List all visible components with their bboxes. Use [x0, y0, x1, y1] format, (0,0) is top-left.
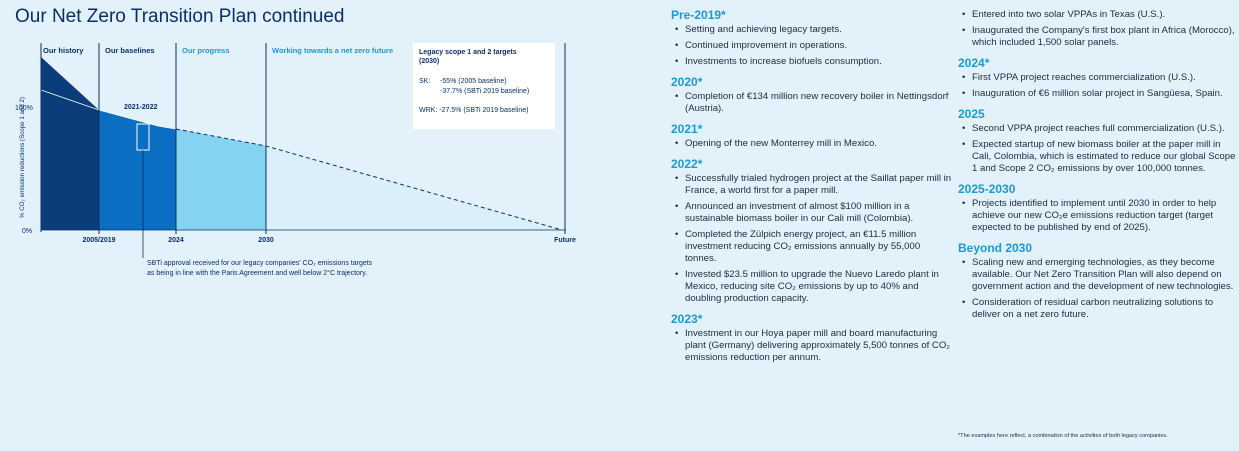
- timeline-item-list: Investment in our Hoya paper mill and bo…: [671, 328, 953, 364]
- timeline-item: Inauguration of €6 million solar project…: [958, 88, 1239, 100]
- x-tick-2005-2019: 2005/2019: [82, 237, 115, 244]
- timeline-item: First VPPA project reaches commercializa…: [958, 72, 1239, 84]
- timeline-column-right: Entered into two solar VPPAs in Texas (U…: [958, 9, 1239, 329]
- timeline-section: 2025-2030 Projects identified to implemen…: [958, 183, 1239, 234]
- progress-area: [176, 129, 266, 230]
- targets-sk-line1: -55% (2005 baseline): [440, 78, 507, 85]
- timeline-item: Completion of €134 million new recovery …: [671, 91, 953, 115]
- timeline-item: Completed the Zülpich energy project, an…: [671, 229, 953, 265]
- timeline-item-list: Second VPPA project reaches full commerc…: [958, 123, 1239, 175]
- timeline-year-heading: 2022*: [671, 157, 703, 171]
- x-tick-future: Future: [554, 237, 576, 244]
- timeline-item: Projects identified to implement until 2…: [958, 198, 1239, 234]
- marker-label-2021-2022: 2021-2022: [124, 104, 158, 111]
- timeline-item: Opening of the new Monterrey mill in Mex…: [671, 138, 953, 150]
- baselines-area: [99, 110, 176, 230]
- timeline-item-list: Opening of the new Monterrey mill in Mex…: [671, 138, 953, 150]
- timeline-section: 2025 Second VPPA project reaches full com…: [958, 108, 1239, 175]
- timeline-section: 2024* First VPPA project reaches commerci…: [958, 57, 1239, 100]
- footnote: *The examples here reflect, a combinatio…: [958, 433, 1168, 439]
- timeline-item: Setting and achieving legacy targets.: [671, 24, 953, 36]
- timeline-item: Inaugurated the Company's first box plan…: [958, 25, 1239, 49]
- timeline-year-heading: 2020*: [671, 75, 703, 89]
- timeline-section: 2020* Completion of €134 million new reco…: [671, 76, 953, 115]
- page-title: Our Net Zero Transition Plan continued: [15, 6, 345, 27]
- timeline-year-heading: 2021*: [671, 122, 703, 136]
- timeline-item: Second VPPA project reaches full commerc…: [958, 123, 1239, 135]
- timeline-year-heading: 2024*: [958, 56, 990, 70]
- timeline-item: Investment in our Hoya paper mill and bo…: [671, 328, 953, 364]
- y-tick-100: 100%: [15, 105, 33, 112]
- timeline-item: Continued improvement in operations.: [671, 40, 953, 52]
- timeline-section: Pre-2019* Setting and achieving legacy ta…: [671, 9, 953, 68]
- timeline-item-list: Setting and achieving legacy targets. Con…: [671, 24, 953, 68]
- sbti-note: SBTi approval received for our legacy co…: [147, 260, 374, 277]
- history-trend-line: [40, 89, 177, 130]
- timeline-section: 2023* Investment in our Hoya paper mill a…: [671, 313, 953, 364]
- timeline-section: 2021* Opening of the new Monterrey mill i…: [671, 123, 953, 150]
- timeline-item: Successfully trialed hydrogen project at…: [671, 173, 953, 197]
- targets-box: Legacy scope 1 and 2 targets (2030) SK: …: [413, 43, 555, 129]
- y-axis-label: % CO₂ emission reductions (Scope 1 and 2…: [19, 97, 26, 218]
- targets-title: Legacy scope 1 and 2 targets (2030): [419, 49, 519, 65]
- x-tick-2024: 2024: [168, 237, 184, 244]
- timeline-column-left: Pre-2019* Setting and achieving legacy ta…: [671, 9, 953, 372]
- timeline-item-list: Scaling new and emerging technologies, a…: [958, 257, 1239, 321]
- phase-label-baselines: Our baselines: [105, 46, 155, 55]
- y-tick-0: 0%: [22, 228, 32, 235]
- timeline-item-list: First VPPA project reaches commercializa…: [958, 72, 1239, 100]
- phase-label-progress: Our progress: [182, 46, 230, 55]
- continued-list: Entered into two solar VPPAs in Texas (U…: [958, 9, 1239, 49]
- timeline-item: Invested $23.5 million to upgrade the Nu…: [671, 269, 953, 305]
- timeline-item: Announced an investment of almost $100 m…: [671, 201, 953, 225]
- history-area: [41, 57, 99, 230]
- phase-label-history: Our history: [43, 46, 84, 55]
- phase-label-future: Working towards a net zero future: [272, 46, 393, 55]
- timeline-item: Investments to increase biofuels consump…: [671, 56, 953, 68]
- timeline-item: Scaling new and emerging technologies, a…: [958, 257, 1239, 293]
- x-tick-2030: 2030: [258, 237, 274, 244]
- timeline-item-list: Projects identified to implement until 2…: [958, 198, 1239, 234]
- targets-sk-label: SK:: [419, 78, 430, 85]
- timeline-item: Expected startup of new biomass boiler a…: [958, 139, 1239, 175]
- targets-sk-line2: -37.7% (SBTi 2019 baseline): [440, 88, 529, 95]
- timeline-item: Consideration of residual carbon neutral…: [958, 297, 1239, 321]
- timeline-year-heading: Pre-2019*: [671, 8, 726, 22]
- timeline-section: 2022* Successfully trialed hydrogen proje…: [671, 158, 953, 305]
- targets-wrk-line: WRK: -27.5% (SBTi 2019 baseline): [419, 107, 528, 114]
- timeline-year-heading: 2025: [958, 107, 985, 121]
- net-zero-diagram: Our history Our baselines Our progress W…: [15, 43, 576, 277]
- timeline-item: Entered into two solar VPPAs in Texas (U…: [958, 9, 1239, 21]
- timeline-year-heading: Beyond 2030: [958, 241, 1033, 255]
- timeline-year-heading: 2025-2030: [958, 182, 1016, 196]
- timeline-year-heading: 2023*: [671, 312, 703, 326]
- timeline-item-list: Completion of €134 million new recovery …: [671, 91, 953, 115]
- timeline-section: Beyond 2030 Scaling new and emerging tech…: [958, 242, 1239, 321]
- timeline-item-list: Successfully trialed hydrogen project at…: [671, 173, 953, 305]
